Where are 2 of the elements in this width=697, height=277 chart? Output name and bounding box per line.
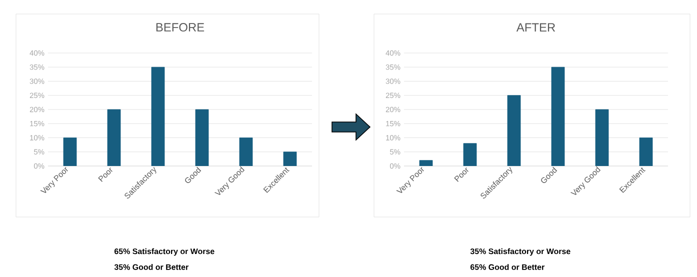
- chart-title: BEFORE: [156, 23, 204, 32]
- chart-title: AFTER: [516, 23, 556, 32]
